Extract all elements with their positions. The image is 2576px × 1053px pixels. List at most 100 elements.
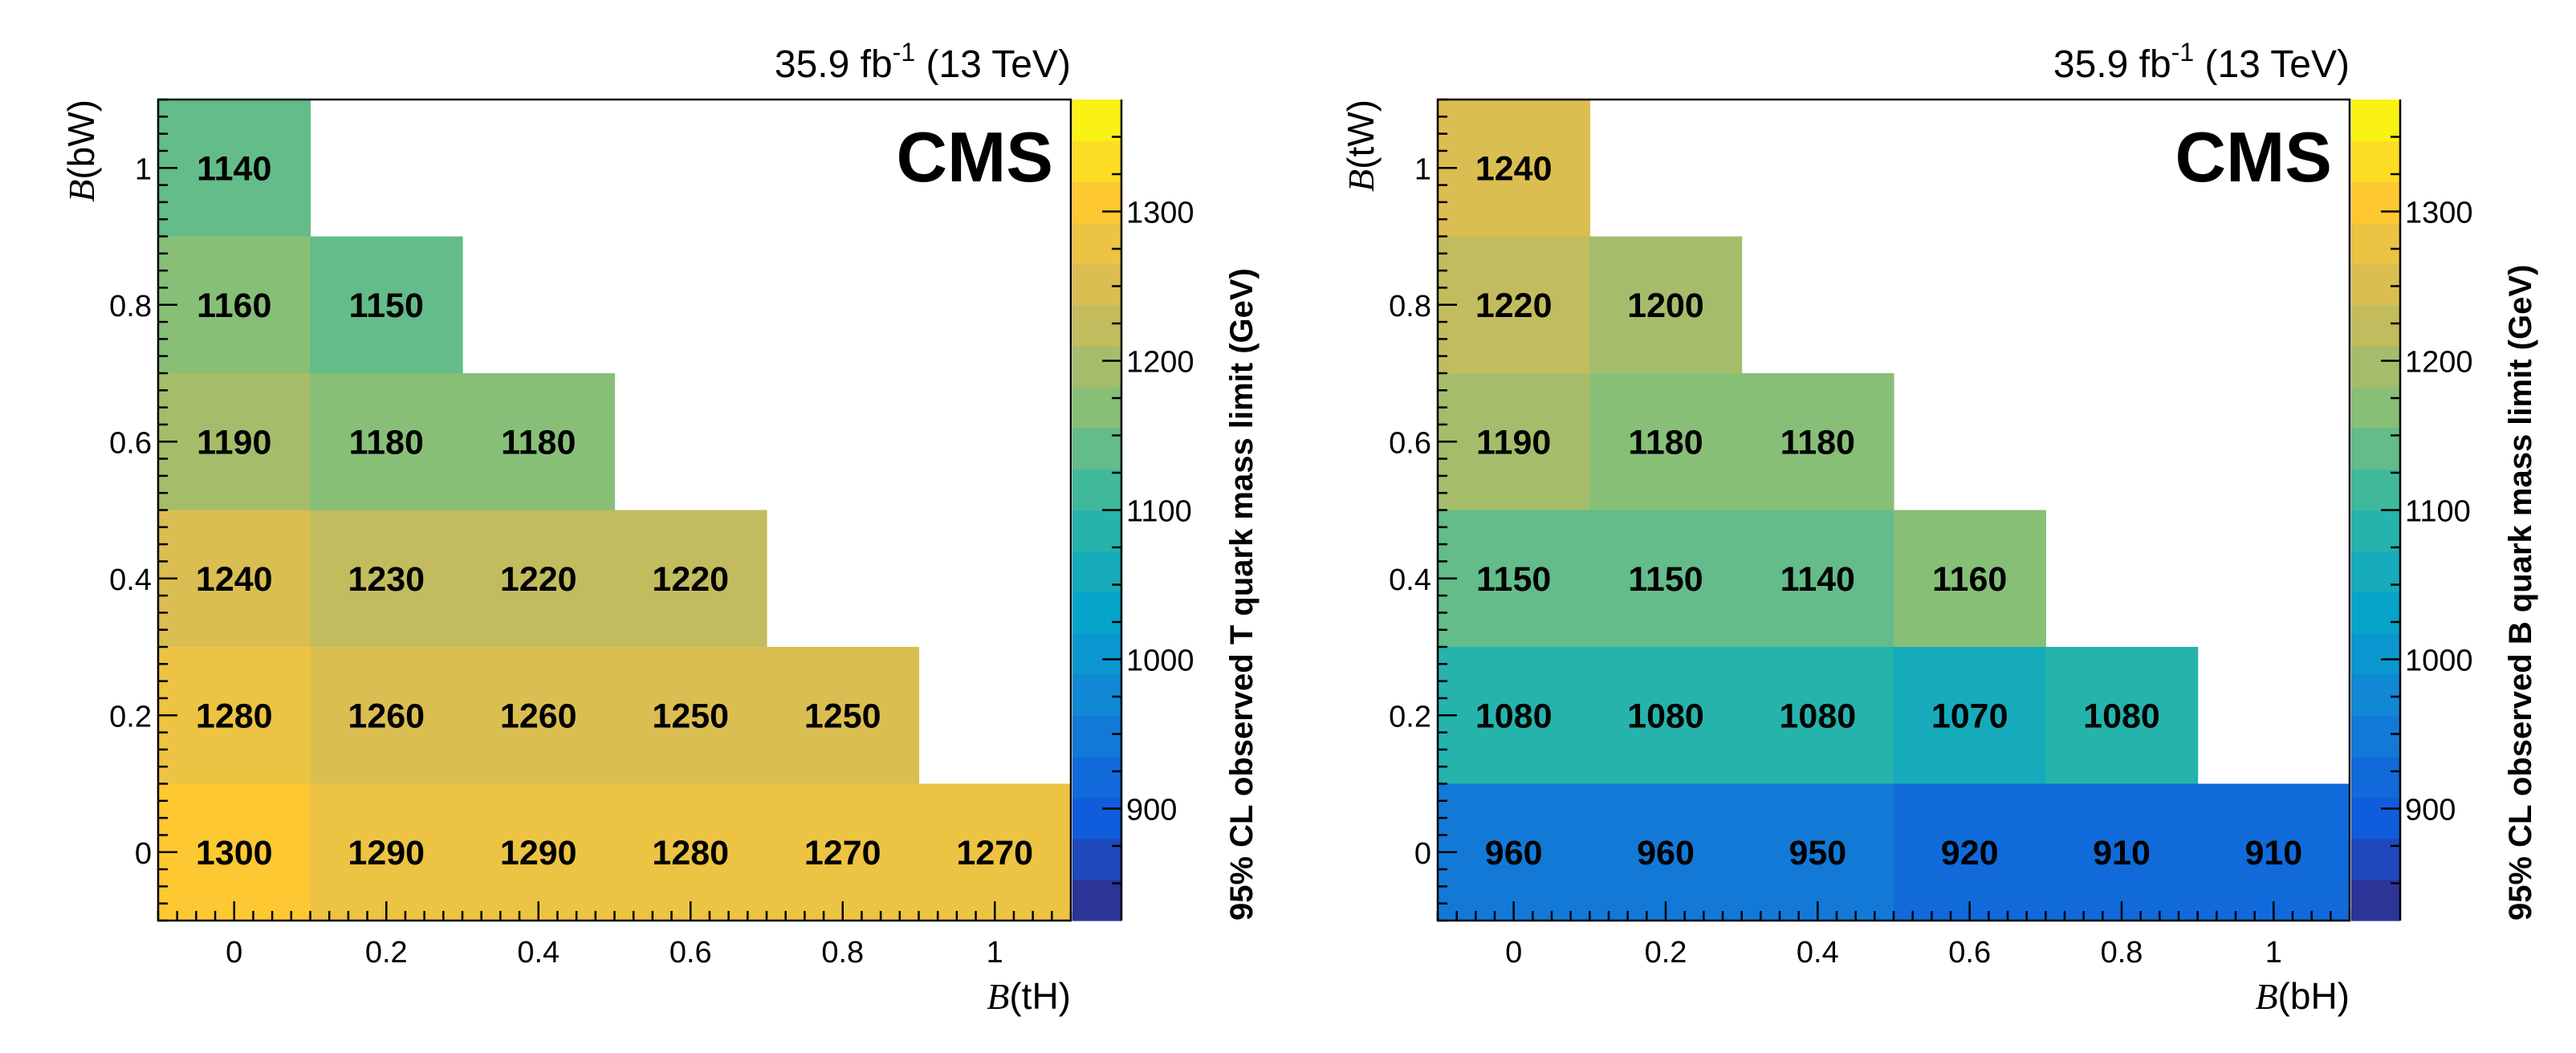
luminosity-value: 35.9 fb (2053, 43, 2171, 86)
x-tick-label: 0.8 (2101, 936, 2143, 970)
color-bar-band (1072, 263, 1121, 306)
heatmap-cell (310, 236, 463, 374)
heatmap-cell (1438, 647, 1590, 785)
x-tick-label: 1 (987, 936, 1003, 970)
heatmap-cell (1741, 647, 1894, 785)
z-tick-label: 1200 (2405, 346, 2473, 380)
y-axis-title: B(bW) (60, 100, 102, 202)
cell-value-label: 1300 (196, 834, 273, 872)
z-tick-label: 1000 (2405, 644, 2473, 678)
y-axis-title-text: (bW) (60, 100, 102, 180)
cell-value-label: 1080 (1475, 697, 1553, 735)
luminosity-exponent: -1 (893, 38, 915, 67)
heatmap-cell (918, 783, 1072, 921)
color-bar-band (1072, 674, 1121, 716)
cell-value-label: 1180 (1780, 423, 1855, 461)
cell-value-label: 960 (1485, 834, 1543, 872)
x-tick-label: 0.6 (669, 936, 712, 970)
color-bar-ticks (2381, 136, 2400, 884)
heatmap-cell (1741, 783, 1894, 921)
color-bar-band (2351, 428, 2400, 470)
color-bar-band (1072, 345, 1121, 388)
heatmap-cell (1438, 236, 1590, 374)
heatmap-cell (614, 510, 767, 648)
heatmap-cell (1894, 510, 2046, 648)
experiment-label: CMS (896, 117, 1053, 197)
color-bar-band (2351, 222, 2400, 265)
y-tick-label: 0.4 (109, 563, 152, 597)
heatmap-cell (462, 510, 616, 648)
y-tick-label: 0.2 (1389, 700, 1431, 734)
heatmap-cell (1589, 510, 1743, 648)
color-bar-band (2351, 592, 2400, 634)
y-tick-label: 0.4 (1389, 563, 1431, 597)
cell-value-label: 1270 (804, 834, 881, 872)
color-bar-band (1072, 715, 1121, 757)
color-bar-band (1072, 551, 1121, 593)
luminosity-exponent: -1 (2171, 38, 2194, 67)
y-tick-label: 0.8 (1389, 290, 1431, 323)
axis-ticks (1436, 98, 2351, 922)
heatmap-cell (462, 373, 616, 511)
x-tick-label: 0.2 (1645, 936, 1687, 970)
x-axis-title: B(bH) (2255, 975, 2350, 1017)
color-bar-band (1072, 632, 1121, 675)
y-tick-label: 0 (135, 837, 152, 871)
cell-value-label: 1260 (348, 697, 425, 735)
color-bar-band (2351, 756, 2400, 799)
color-bar-band (1072, 797, 1121, 840)
x-axis-title-text: (bH) (2278, 975, 2350, 1017)
x-tick-label: 0.2 (365, 936, 408, 970)
heatmap-cell (158, 783, 311, 921)
color-bar-band (1072, 100, 1121, 141)
heatmap-cell (158, 373, 311, 511)
color-bar-band (2351, 551, 2400, 593)
cell-value-label: 1270 (956, 834, 1033, 872)
heatmap-cell (158, 100, 311, 238)
cell-value-label: 1290 (348, 834, 425, 872)
cell-value-label: 1190 (1476, 423, 1551, 461)
heatmap-cell (310, 510, 463, 648)
z-tick-label: 1000 (1126, 644, 1194, 678)
color-bar-band (2351, 632, 2400, 675)
z-tick-label: 1100 (2405, 495, 2471, 529)
heatmap-cell (1589, 783, 1743, 921)
color-bar-band (2351, 345, 2400, 388)
experiment-label: CMS (2175, 117, 2332, 197)
cell-value-label: 910 (2244, 834, 2302, 872)
color-bar-band (2351, 181, 2400, 224)
heatmap-cell (462, 783, 616, 921)
z-tick-label: 900 (1126, 794, 1177, 827)
cell-value-label: 1150 (1628, 560, 1703, 599)
x-tick-label: 0.8 (821, 936, 864, 970)
y-axis-title-symbol: B (61, 180, 102, 202)
cell-value-label: 1280 (196, 697, 273, 735)
y-tick-label: 0.8 (109, 290, 152, 323)
cell-value-label: 950 (1789, 834, 1846, 872)
color-bar-band (1072, 181, 1121, 224)
cell-value-label: 1220 (652, 560, 729, 599)
cell-value-label: 1080 (2083, 697, 2160, 735)
heatmap-cell (1741, 510, 1894, 648)
x-axis-title-symbol: B (987, 976, 1009, 1017)
color-bar-band (2351, 510, 2400, 552)
color-bar-band (2351, 304, 2400, 347)
heatmap-cell (2197, 783, 2350, 921)
color-bar-band (2351, 797, 2400, 840)
cell-value-label: 1200 (1627, 287, 1704, 325)
cell-value-label: 1080 (1779, 697, 1856, 735)
cell-value-label: 1280 (652, 834, 729, 872)
heatmap-cell (767, 783, 920, 921)
y-axis-title: B(tW) (1340, 100, 1382, 192)
color-bar: 900 1000 1100 1200 1300 95% CL observed T qua… (1072, 100, 1260, 921)
heatmap-cell (1438, 510, 1590, 648)
cell-value-label: 920 (1941, 834, 1999, 872)
heatmap-cell (1438, 783, 1590, 921)
heatmap-cell (614, 783, 767, 921)
cell-value-label: 1140 (1780, 560, 1855, 599)
cell-value-label: 1230 (348, 560, 425, 599)
y-tick-label: 0 (1414, 837, 1431, 871)
color-bar: 900 1000 1100 1200 1300 95% CL observed B qua… (2351, 100, 2538, 921)
x-tick-label: 0.4 (517, 936, 560, 970)
